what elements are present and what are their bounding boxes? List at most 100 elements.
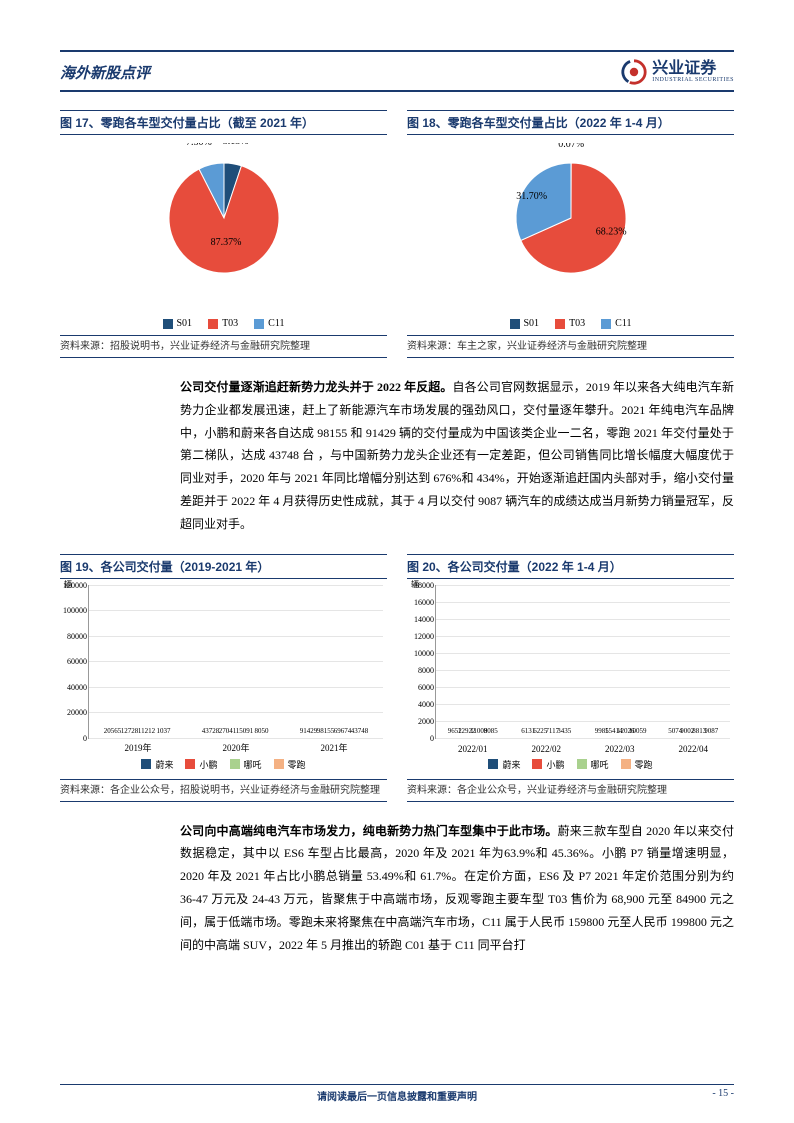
fig18-title: 图 18、零跑各车型交付量占比（2022 年 1-4 月） (407, 110, 734, 135)
y-tick-label: 10000 (408, 649, 434, 658)
y-tick-label: 40000 (61, 683, 87, 692)
y-tick-label: 6000 (408, 683, 434, 692)
pie-label-C11: 7.50% (186, 143, 212, 148)
legend-item-零跑: 零跑 (274, 758, 306, 771)
y-tick-label: 16000 (408, 598, 434, 607)
x-tick-label: 2022/02 (531, 744, 561, 754)
legend-item-哪吒: 哪吒 (577, 758, 609, 771)
pie-label-C11: 31.70% (516, 191, 547, 202)
legend-color-icon (577, 759, 587, 769)
legend-item-S01: S01 (163, 318, 193, 329)
x-tick-label: 2022/04 (678, 744, 708, 754)
footer-center: 请阅读最后一页信息披露和重要声明 (317, 1088, 477, 1103)
legend-item-C11: C11 (254, 318, 284, 329)
bar-value-label: 69674 (334, 727, 352, 735)
logo-en: INDUSTRIAL SECURITIES (652, 77, 734, 83)
bar-value-label: 27041 (219, 727, 237, 735)
bar-value-label: 98155 (317, 727, 335, 735)
bar-legend: 蔚来小鹏哪吒零跑 (407, 758, 734, 771)
paragraph-1: 公司交付量逐渐追赶新势力龙头并于 2022 年反超。自各公司官网数据显示，201… (180, 376, 734, 536)
y-tick-label: 8000 (408, 666, 434, 675)
pie-legend-17: S01 T03 C11 (60, 318, 387, 329)
legend-color-icon (208, 319, 218, 329)
bar-chart-19: 辆020000400006000080000100000120000205651… (60, 579, 387, 779)
x-tick-label: 2022/01 (458, 744, 488, 754)
legend-item-C11: C11 (601, 318, 631, 329)
bar-value-label: 20565 (104, 727, 122, 735)
pie-label-S01: 0.07% (558, 143, 584, 150)
legend-item-哪吒: 哪吒 (230, 758, 262, 771)
pie-label-T03: 87.37% (210, 237, 241, 248)
y-tick-label: 100000 (61, 606, 87, 615)
legend-item-T03: T03 (555, 318, 585, 329)
page-footer: 请阅读最后一页信息披露和重要声明 - 15 - (60, 1084, 734, 1099)
fig20-source: 资料来源：各企业公众号，兴业证券经济与金融研究院整理 (407, 779, 734, 802)
bar-legend: 蔚来小鹏哪吒零跑 (60, 758, 387, 771)
bar-value-label: 11212 (138, 727, 155, 735)
legend-color-icon (532, 759, 542, 769)
page-header: 海外新股点评 兴业证券 INDUSTRIAL SECURITIES (60, 50, 734, 92)
y-tick-label: 0 (61, 734, 87, 743)
pie-label-T03: 68.23% (595, 226, 626, 237)
y-tick-label: 18000 (408, 581, 434, 590)
bar-value-label: 12728 (121, 727, 139, 735)
legend-color-icon (510, 319, 520, 329)
x-tick-label: 2020年 (222, 741, 249, 754)
bar-value-label: 8085 (484, 727, 498, 735)
legend-item-小鹏: 小鹏 (185, 758, 217, 771)
x-tick-label: 2022/03 (605, 744, 635, 754)
y-tick-label: 60000 (61, 657, 87, 666)
bar-value-label: 8050 (255, 727, 269, 735)
fig17: 图 17、零跑各车型交付量占比（截至 2021 年） 5.13% 87.37% 7.… (60, 110, 387, 358)
legend-color-icon (601, 319, 611, 329)
header-logo: 兴业证券 INDUSTRIAL SECURITIES (620, 58, 734, 86)
pie-label-S01: 5.13% (222, 143, 248, 147)
legend-color-icon (254, 319, 264, 329)
legend-color-icon (230, 759, 240, 769)
paragraph-2: 公司向中高端纯电汽车市场发力，纯电新势力热门车型集中于此市场。蔚来三款车型自 2… (180, 820, 734, 957)
header-title: 海外新股点评 (60, 62, 150, 83)
legend-color-icon (555, 319, 565, 329)
para1-text: 自各公司官网数据显示，2019 年以来各大纯电汽车新势力企业都发展迅速，赶上了新… (180, 380, 734, 531)
fig17-title: 图 17、零跑各车型交付量占比（截至 2021 年） (60, 110, 387, 135)
legend-item-零跑: 零跑 (621, 758, 653, 771)
y-tick-label: 4000 (408, 700, 434, 709)
bar-value-label: 15091 (236, 727, 254, 735)
pie-legend-18: S01 T03 C11 (407, 318, 734, 329)
legend-item-S01: S01 (510, 318, 540, 329)
legend-item-T03: T03 (208, 318, 238, 329)
bar-value-label: 3435 (557, 727, 571, 735)
legend-item-小鹏: 小鹏 (532, 758, 564, 771)
y-tick-label: 80000 (61, 632, 87, 641)
para2-text: 蔚来三款车型自 2020 年以来交付数据稳定，其中以 ES6 车型占比最高，20… (180, 824, 734, 952)
fig18-source: 资料来源：车主之家，兴业证券经济与金融研究院整理 (407, 335, 734, 358)
fig19-source: 资料来源：各企业公众号，招股说明书，兴业证券经济与金融研究院整理 (60, 779, 387, 802)
legend-item-蔚来: 蔚来 (141, 758, 173, 771)
bar-value-label: 1037 (157, 727, 171, 735)
bar-value-label: 91429 (300, 727, 318, 735)
bar-chart-20: 辆020004000600080001000012000140001600018… (407, 579, 734, 779)
pie-chart-17: 5.13% 87.37% 7.50% (144, 143, 304, 303)
para2-bold: 公司向中高端纯电汽车市场发力，纯电新势力热门车型集中于此市场。 (180, 824, 558, 838)
bar-value-label: 9087 (704, 727, 718, 735)
legend-color-icon (274, 759, 284, 769)
legend-color-icon (185, 759, 195, 769)
y-tick-label: 120000 (61, 581, 87, 590)
para1-bold: 公司交付量逐渐追赶新势力龙头并于 2022 年反超。 (180, 380, 453, 394)
legend-color-icon (163, 319, 173, 329)
y-tick-label: 20000 (61, 708, 87, 717)
y-tick-label: 0 (408, 734, 434, 743)
bar-value-label: 43728 (202, 727, 220, 735)
bar-value-label: 43748 (351, 727, 369, 735)
y-tick-label: 2000 (408, 717, 434, 726)
x-tick-label: 2021年 (320, 741, 347, 754)
y-tick-label: 14000 (408, 615, 434, 624)
pie-chart-18: 0.07% 68.23% 31.70% (491, 143, 651, 303)
x-tick-label: 2019年 (124, 741, 151, 754)
fig19-title: 图 19、各公司交付量（2019-2021 年） (60, 554, 387, 579)
footer-page: - 15 - (712, 1088, 734, 1099)
legend-color-icon (621, 759, 631, 769)
y-tick-label: 12000 (408, 632, 434, 641)
legend-color-icon (488, 759, 498, 769)
fig19: 图 19、各公司交付量（2019-2021 年） 辆02000040000600… (60, 554, 387, 802)
